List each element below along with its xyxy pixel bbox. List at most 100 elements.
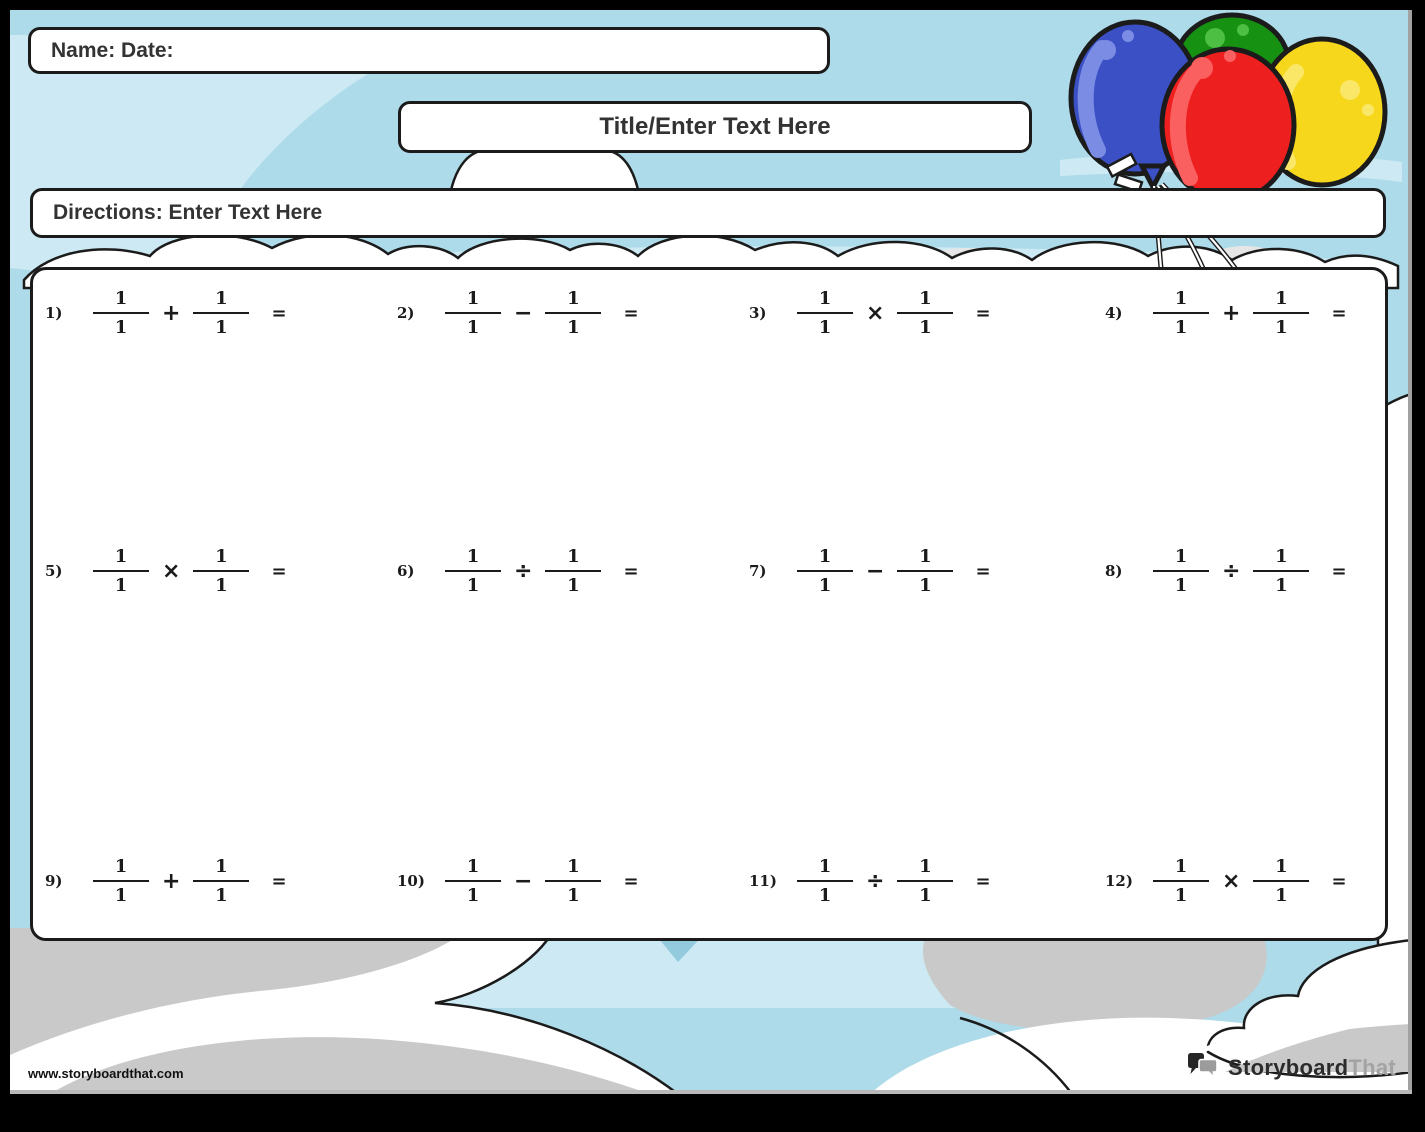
fraction-problem: 6) 1 1 ÷ 1 1 = <box>397 546 749 596</box>
numerator: 1 <box>93 288 149 314</box>
operator: + <box>1222 300 1241 326</box>
fraction-left: 1 1 <box>93 546 149 596</box>
numerator: 1 <box>897 546 954 572</box>
numerator: 1 <box>93 856 149 882</box>
problems-panel: 1) 1 1 + 1 1 = 2) <box>30 267 1388 941</box>
fraction-right: 1 1 <box>897 856 954 906</box>
title-field[interactable]: Title/Enter Text Here <box>398 101 1032 153</box>
problem-number: 10) <box>397 872 425 890</box>
red-balloon <box>1159 46 1297 204</box>
fraction-problem: 8) 1 1 ÷ 1 1 = <box>1105 546 1379 596</box>
fraction-problem: 3) 1 1 × 1 1 = <box>749 288 1105 338</box>
balloon-bunch-illustration <box>1068 12 1388 281</box>
balloon-knot <box>1105 152 1169 194</box>
denominator: 1 <box>466 575 480 596</box>
denominator: 1 <box>567 575 580 596</box>
numerator: 1 <box>545 546 602 572</box>
denominator: 1 <box>466 317 480 338</box>
fraction-left: 1 1 <box>445 288 501 338</box>
name-date-label: Name: Date: <box>51 38 174 62</box>
name-date-field[interactable]: Name: Date: <box>28 27 830 74</box>
page-shadow-bottom <box>10 1090 1412 1094</box>
numerator: 1 <box>897 288 954 314</box>
equals-sign: = <box>623 870 639 892</box>
logo-text-that: That <box>1348 1055 1396 1080</box>
fraction-left: 1 1 <box>1153 546 1209 596</box>
speech-bubbles-icon <box>1188 1053 1218 1080</box>
equals-sign: = <box>271 870 287 892</box>
denominator: 1 <box>215 575 228 596</box>
numerator: 1 <box>897 856 954 882</box>
numerator: 1 <box>193 856 250 882</box>
operator: ÷ <box>866 868 885 894</box>
problem-number: 1) <box>45 304 63 322</box>
numerator: 1 <box>445 288 501 314</box>
equals-sign: = <box>271 302 287 324</box>
numerator: 1 <box>797 856 853 882</box>
denominator: 1 <box>1275 575 1288 596</box>
fraction-right: 1 1 <box>897 288 954 338</box>
fraction-right: 1 1 <box>193 856 250 906</box>
equals-sign: = <box>623 302 639 324</box>
operator: ÷ <box>514 558 533 584</box>
numerator: 1 <box>445 546 501 572</box>
operator: − <box>514 300 533 326</box>
problem-number: 12) <box>1105 872 1133 890</box>
denominator: 1 <box>1174 885 1188 906</box>
operator: × <box>866 300 885 326</box>
denominator: 1 <box>1174 575 1188 596</box>
fraction-problem: 11) 1 1 ÷ 1 1 = <box>749 856 1105 906</box>
problem-number: 6) <box>397 562 415 580</box>
problem-number: 4) <box>1105 304 1123 322</box>
problem-number: 7) <box>749 562 767 580</box>
denominator: 1 <box>215 317 228 338</box>
fraction-left: 1 1 <box>93 856 149 906</box>
fraction-right: 1 1 <box>193 546 250 596</box>
numerator: 1 <box>445 856 501 882</box>
equals-sign: = <box>975 560 991 582</box>
fraction-left: 1 1 <box>1153 856 1209 906</box>
problem-number: 9) <box>45 872 63 890</box>
equals-sign: = <box>975 302 991 324</box>
fraction-problem: 5) 1 1 × 1 1 = <box>45 546 397 596</box>
numerator: 1 <box>545 856 602 882</box>
denominator: 1 <box>114 575 128 596</box>
storyboardthat-logo: StoryboardThat <box>1185 1052 1396 1084</box>
blue-balloon <box>1068 19 1202 177</box>
fraction-right: 1 1 <box>1253 546 1310 596</box>
fraction-problem: 1) 1 1 + 1 1 = <box>45 288 397 338</box>
yellow-balloon <box>1256 36 1388 188</box>
page-shadow-right <box>1408 10 1412 1094</box>
equals-sign: = <box>975 870 991 892</box>
fraction-right: 1 1 <box>1253 288 1310 338</box>
problem-number: 5) <box>45 562 63 580</box>
fraction-problem: 4) 1 1 + 1 1 = <box>1105 288 1379 338</box>
problem-number: 11) <box>749 872 777 890</box>
logo-wordmark: StoryboardThat <box>1228 1055 1396 1081</box>
problem-number: 3) <box>749 304 767 322</box>
directions-field[interactable]: Directions: Enter Text Here <box>30 188 1386 238</box>
numerator: 1 <box>193 288 250 314</box>
denominator: 1 <box>114 317 128 338</box>
fraction-right: 1 1 <box>545 288 602 338</box>
fraction-left: 1 1 <box>93 288 149 338</box>
denominator: 1 <box>567 317 580 338</box>
operator: + <box>162 868 181 894</box>
operator: − <box>866 558 885 584</box>
numerator: 1 <box>797 288 853 314</box>
directions-text: Directions: Enter Text Here <box>53 201 323 224</box>
equals-sign: = <box>271 560 287 582</box>
denominator: 1 <box>1275 885 1288 906</box>
denominator: 1 <box>215 885 228 906</box>
numerator: 1 <box>1153 546 1209 572</box>
page-content: Name: Date: Title/Enter Text Here Direct… <box>10 10 1412 1094</box>
numerator: 1 <box>1153 856 1209 882</box>
fraction-right: 1 1 <box>545 546 602 596</box>
logo-text-storyboard: Storyboard <box>1228 1055 1349 1080</box>
fraction-left: 1 1 <box>797 856 853 906</box>
title-text: Title/Enter Text Here <box>599 113 831 140</box>
numerator: 1 <box>1253 856 1310 882</box>
numerator: 1 <box>93 546 149 572</box>
numerator: 1 <box>1253 288 1310 314</box>
fraction-left: 1 1 <box>445 546 501 596</box>
